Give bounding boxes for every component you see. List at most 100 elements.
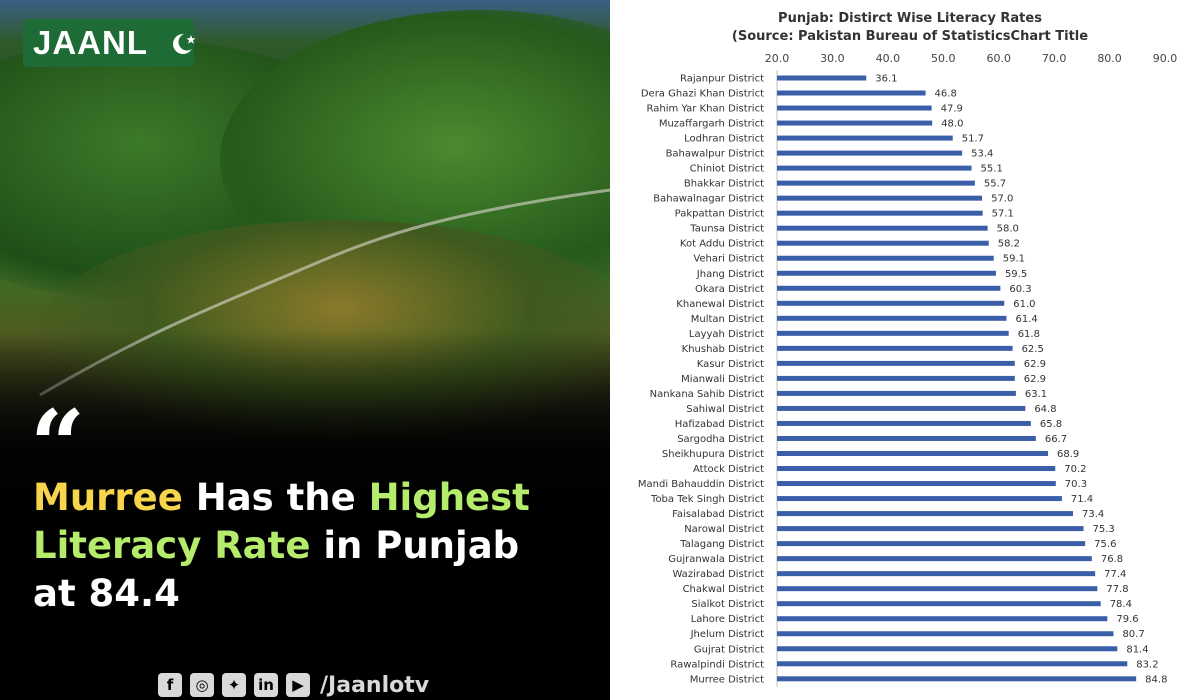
bar bbox=[777, 120, 933, 126]
category-label: Mandi Bahauddin District bbox=[638, 479, 764, 490]
value-label: 79.6 bbox=[1116, 614, 1138, 625]
category-label: Nankana Sahib District bbox=[650, 389, 764, 400]
value-label: 47.9 bbox=[941, 104, 963, 115]
value-label: 55.7 bbox=[984, 179, 1006, 190]
value-label: 71.4 bbox=[1071, 494, 1093, 505]
value-label: 48.0 bbox=[941, 119, 963, 130]
value-label: 46.8 bbox=[935, 89, 957, 100]
bar bbox=[777, 285, 1001, 291]
value-label: 58.2 bbox=[998, 239, 1020, 250]
category-label: Pakpattan District bbox=[675, 209, 764, 220]
value-label: 58.0 bbox=[997, 224, 1019, 235]
bar bbox=[777, 270, 996, 276]
twitter-icon[interactable]: ✦ bbox=[222, 673, 246, 697]
category-label: Dera Ghazi Khan District bbox=[641, 89, 764, 100]
bar bbox=[777, 255, 994, 261]
category-label: Sheikhupura District bbox=[662, 449, 764, 460]
category-label: Gujrat District bbox=[694, 644, 764, 655]
value-label: 75.3 bbox=[1093, 524, 1115, 535]
bar bbox=[777, 240, 989, 246]
x-tick-label: 70.0 bbox=[1042, 52, 1067, 65]
value-label: 55.1 bbox=[981, 164, 1003, 175]
bar bbox=[777, 496, 1062, 502]
headline-text: Has the bbox=[182, 476, 369, 519]
photo-panel: JAANL “ Murree Has the Highest Literacy … bbox=[0, 0, 610, 700]
bar bbox=[777, 451, 1049, 456]
value-label: 51.7 bbox=[962, 134, 984, 145]
value-label: 70.3 bbox=[1065, 479, 1087, 490]
value-label: 62.5 bbox=[1022, 344, 1044, 355]
value-label: 73.4 bbox=[1082, 509, 1104, 520]
headline-text-value: at 84.4 bbox=[33, 572, 180, 615]
headline-highlight-literacy: Literacy Rate bbox=[33, 524, 311, 567]
bar bbox=[777, 646, 1118, 652]
category-label: Murree District bbox=[690, 674, 764, 685]
category-label: Chiniot District bbox=[690, 164, 764, 175]
bar bbox=[777, 661, 1128, 667]
category-label: Okara District bbox=[695, 284, 764, 295]
bar bbox=[777, 165, 972, 171]
x-tick-label: 40.0 bbox=[876, 52, 901, 65]
category-label: Rahim Yar Khan District bbox=[647, 104, 765, 115]
category-label: Gujranwala District bbox=[668, 554, 764, 565]
category-label: Kasur District bbox=[697, 359, 764, 370]
category-label: Toba Tek Singh District bbox=[650, 494, 764, 505]
category-label: Rajanpur District bbox=[680, 74, 764, 85]
value-label: 80.7 bbox=[1122, 629, 1144, 640]
facebook-icon[interactable]: f bbox=[158, 673, 182, 697]
bars bbox=[777, 75, 1137, 682]
category-label: Kot Addu District bbox=[680, 239, 764, 250]
x-tick-label: 80.0 bbox=[1097, 52, 1122, 65]
value-label: 76.8 bbox=[1101, 554, 1123, 565]
chart-title: Punjab: Distirct Wise Literacy Rates bbox=[778, 11, 1042, 26]
category-label: Rawalpindi District bbox=[670, 659, 764, 670]
category-label: Wazirabad District bbox=[672, 569, 764, 580]
value-label: 60.3 bbox=[1009, 284, 1031, 295]
value-label: 75.6 bbox=[1094, 539, 1116, 550]
value-label: 77.8 bbox=[1106, 584, 1128, 595]
bar bbox=[777, 481, 1056, 487]
category-label: Bhakkar District bbox=[684, 179, 764, 190]
category-label: Layyah District bbox=[689, 329, 764, 340]
jaanl-logo: JAANL bbox=[23, 19, 196, 67]
chart-subtitle: (Source: Pakistan Bureau of StatisticsCh… bbox=[732, 29, 1088, 44]
value-label: 77.4 bbox=[1104, 569, 1126, 580]
value-label: 66.7 bbox=[1045, 434, 1067, 445]
value-label: 83.2 bbox=[1136, 659, 1158, 670]
bar bbox=[777, 676, 1137, 682]
value-label: 61.4 bbox=[1015, 314, 1037, 325]
bar bbox=[777, 345, 1013, 351]
category-label: Attock District bbox=[693, 464, 764, 475]
category-label: Chakwal District bbox=[683, 584, 765, 595]
category-label: Taunsa District bbox=[689, 224, 764, 235]
category-label: Faisalabad District bbox=[672, 509, 764, 520]
bar bbox=[777, 420, 1031, 426]
social-handle[interactable]: /Jaanlotv bbox=[320, 672, 430, 698]
value-label: 65.8 bbox=[1040, 419, 1062, 430]
bar bbox=[777, 135, 953, 141]
x-tick-label: 20.0 bbox=[765, 52, 790, 65]
value-label: 81.4 bbox=[1126, 644, 1148, 655]
category-label: Talagang District bbox=[679, 539, 764, 550]
bar bbox=[777, 390, 1016, 396]
headline-highlight-murree: Murree bbox=[33, 476, 183, 519]
value-label: 57.0 bbox=[991, 194, 1013, 205]
youtube-icon[interactable]: ▶ bbox=[286, 673, 310, 697]
bar bbox=[777, 225, 988, 231]
bar bbox=[777, 375, 1015, 381]
dark-gradient bbox=[0, 330, 610, 700]
bar bbox=[777, 360, 1015, 366]
value-label: 36.1 bbox=[875, 74, 897, 85]
value-label: 59.1 bbox=[1003, 254, 1025, 265]
category-label: Bahawalpur District bbox=[666, 149, 765, 160]
value-labels: 36.1 46.8 47.9 48.0 51.7 53.4 55.1 55.7 57.0 57.1… bbox=[875, 74, 1167, 686]
x-axis-ticks: 20.0 30.0 40.0 50.0 60.0 70.0 80.0 90.0 bbox=[765, 52, 1178, 65]
linkedin-icon[interactable]: in bbox=[254, 673, 278, 697]
bar bbox=[777, 300, 1005, 306]
category-label: Narowal District bbox=[684, 524, 764, 535]
value-label: 63.1 bbox=[1025, 389, 1047, 400]
instagram-icon[interactable]: ◎ bbox=[190, 673, 214, 697]
category-label: Muzaffargarh District bbox=[659, 119, 764, 130]
category-label: Hafizabad District bbox=[675, 419, 764, 430]
